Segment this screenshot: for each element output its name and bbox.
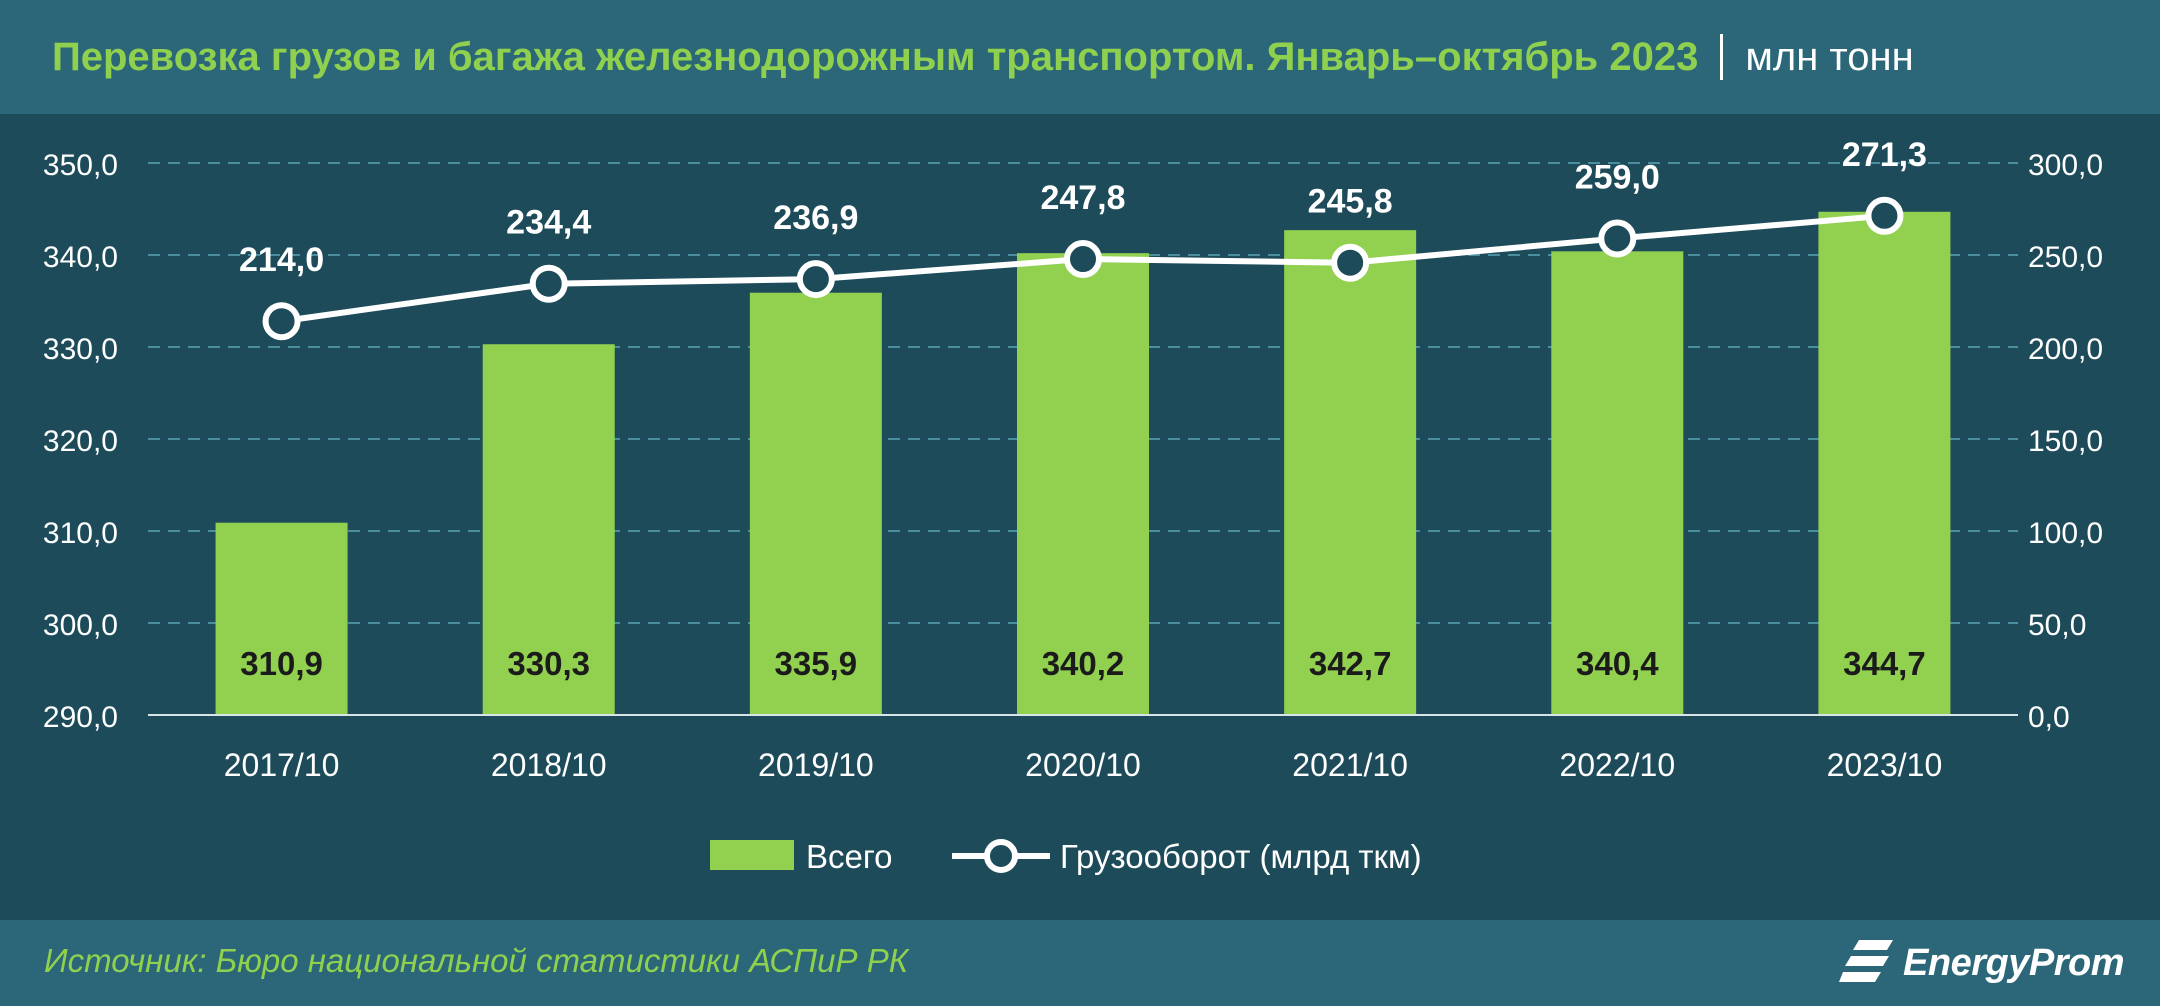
bar [749,292,882,715]
y-right-tick-label: 200,0 [2028,333,2103,366]
y-left-tick-label: 310,0 [43,517,118,550]
y-left-tick-label: 330,0 [43,333,118,366]
bar [1284,230,1417,715]
legend-swatch-marker [984,839,1018,873]
chart-title: Перевозка грузов и багажа железнодорожны… [52,34,1699,79]
brand-logo: EnergyProm [1839,936,2124,990]
line-value-label: 214,0 [239,241,324,279]
bar [1017,253,1149,715]
bar-value-label: 342,7 [1309,645,1392,682]
title-separator [1720,34,1724,80]
bar-value-label: 330,3 [507,645,590,682]
y-right-tick-label: 300,0 [2028,149,2103,182]
bar-value-label: 310,9 [240,645,323,682]
y-left-tick-label: 290,0 [43,701,118,734]
line-point [1865,196,1904,235]
bar-value-label: 340,2 [1042,645,1125,682]
y-right-tick-label: 250,0 [2028,241,2103,274]
y-left-tick-label: 320,0 [43,425,118,458]
y-left-tick-label: 340,0 [43,241,118,274]
y-right-tick-label: 0,0 [2028,701,2070,734]
line-point [1598,219,1637,258]
line-value-label: 234,4 [506,204,591,242]
line-value-label: 271,3 [1842,136,1927,174]
chart-unit: млн тонн [1745,34,1914,79]
chart-header: Перевозка грузов и багажа железнодорожны… [0,0,2160,114]
brand-name: EnergyProm [1903,941,2124,984]
x-tick-label: 2017/10 [224,747,340,783]
line-point [1331,243,1370,282]
bar [215,522,348,715]
y-left-tick-label: 350,0 [43,149,118,182]
y-right-tick-label: 50,0 [2028,609,2086,642]
y-right-tick-label: 150,0 [2028,425,2103,458]
x-tick-label: 2022/10 [1559,747,1675,783]
source-note: Источник: Бюро национальной статистики А… [44,942,909,979]
plot-area: 290,0 300,0 310,0 320,0 330,0 340,0 350,0 0,0 50… [0,114,2160,920]
bar [1818,211,1951,715]
line-point [529,264,568,303]
chart-svg: 290,0 300,0 310,0 320,0 330,0 340,0 350,0 0,0 50… [43,136,2103,875]
x-tick-label: 2020/10 [1025,747,1141,783]
line-value-label: 236,9 [773,199,858,237]
line-point [262,302,301,341]
line-value-label: 245,8 [1308,183,1393,221]
bar [482,344,615,715]
bar-value-label: 344,7 [1843,645,1926,682]
bar [1551,251,1684,715]
energyprom-logo-icon [1839,940,1894,982]
line-value-label: 259,0 [1575,158,1660,196]
line-point [796,260,835,299]
x-tick-label: 2021/10 [1292,747,1408,783]
x-tick-label: 2023/10 [1827,747,1943,783]
bar-value-label: 335,9 [775,645,858,682]
chart-footer: Источник: Бюро национальной статистики А… [0,920,2160,1006]
legend-label-line: Грузооборот (млрд ткм) [1060,838,1422,875]
legend-label-bars: Всего [806,838,893,875]
x-tick-label: 2019/10 [758,747,874,783]
x-tick-label: 2018/10 [491,747,607,783]
line-point [1064,240,1102,279]
y-right-tick-label: 100,0 [2028,517,2103,550]
legend-swatch-bars [710,840,794,870]
bar-value-label: 340,4 [1576,645,1659,682]
line-value-label: 247,8 [1040,179,1125,217]
y-left-tick-label: 300,0 [43,609,118,642]
